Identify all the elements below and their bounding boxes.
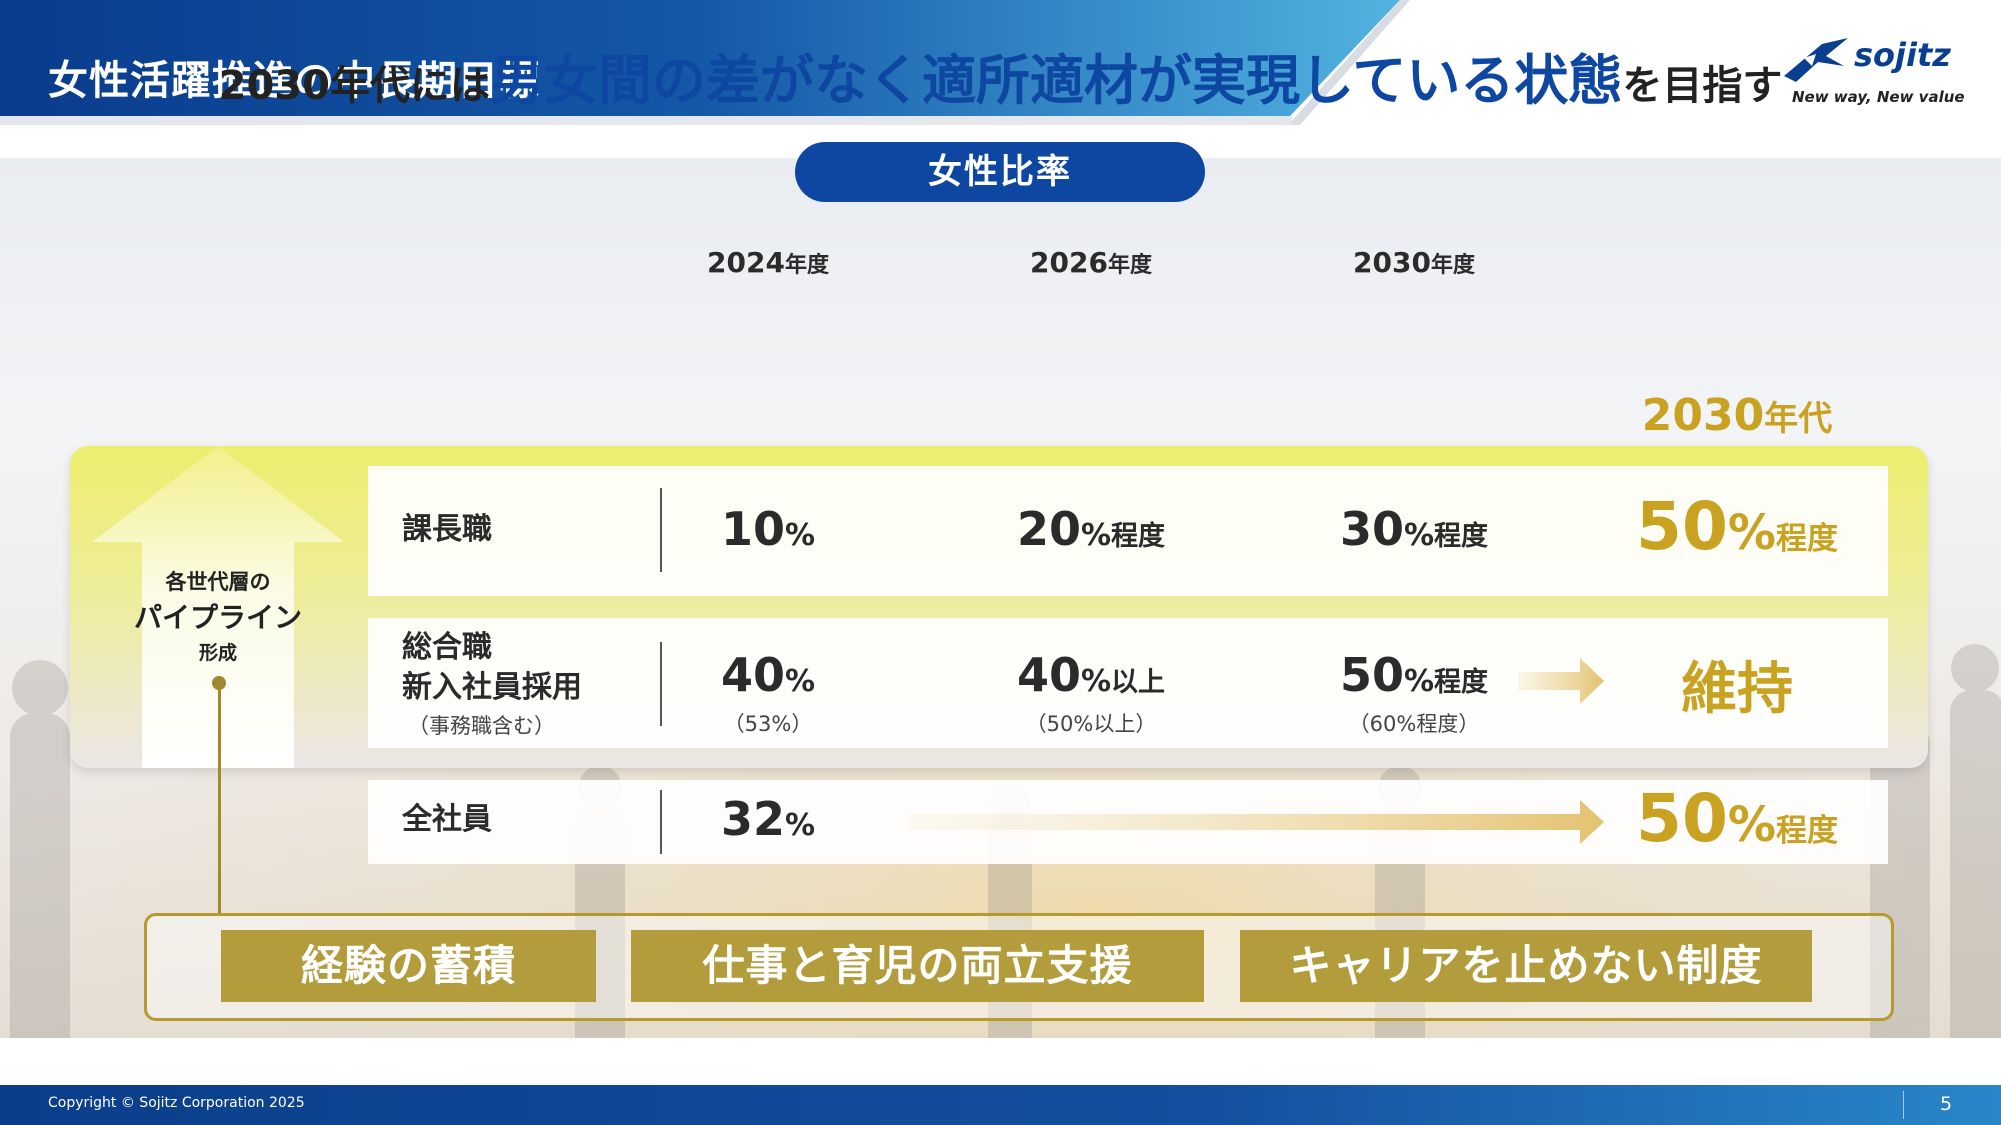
row-label: 総合職: [402, 630, 492, 665]
female-ratio-pill: 女性比率: [795, 142, 1205, 202]
value-2026: 40%以上: [961, 648, 1221, 702]
value-pct: %: [784, 808, 816, 843]
row-all-employees: 全社員 32% 50%程度: [368, 780, 1888, 864]
value-suffix: 以上: [1111, 667, 1166, 698]
value-2030s: 50%程度: [1607, 780, 1867, 857]
row-sublabel: （事務職含む）: [408, 714, 555, 738]
initiative-career-system: キャリアを止めない制度: [1240, 930, 1812, 1002]
col-unit: 年度: [1107, 253, 1152, 278]
row-new-hire: 総合職 新入社員採用 （事務職含む） 40% （53%） 40%以上 （50%以…: [368, 618, 1888, 748]
value-pct: %: [1403, 664, 1435, 699]
value-pct: %: [1403, 518, 1435, 553]
initiative-experience: 経験の蓄積: [221, 930, 596, 1002]
value-num: 40: [1016, 648, 1081, 702]
logo-tagline: New way, New value: [1792, 88, 1965, 106]
col-year: 2030: [1641, 390, 1765, 441]
value-2024: 10%: [638, 502, 898, 556]
col-unit: 年代: [1764, 399, 1833, 439]
value-num: 30: [1339, 502, 1404, 556]
pipeline-line2: パイプライン: [133, 601, 302, 634]
initiative-work-childcare: 仕事と育児の両立支援: [631, 930, 1204, 1002]
header-band: [0, 0, 1410, 125]
row-label: 全社員: [402, 802, 492, 837]
value-suffix: 程度: [1434, 521, 1489, 552]
copyright: Copyright © Sojitz Corporation 2025: [48, 1095, 305, 1111]
value-2030: 30%程度: [1284, 502, 1544, 556]
value-2024: 32%: [638, 792, 898, 846]
logo-wordmark: sojitz: [1854, 36, 1951, 74]
value-sub-2024: （53%）: [723, 712, 813, 736]
value-2030s-maintain: 維持: [1681, 657, 1793, 722]
headline: 2030年代には男女間の差がなく適所適材が実現している状態を目指す: [0, 36, 2001, 115]
value-pct: %: [784, 664, 816, 699]
value-num: 20: [1016, 502, 1081, 556]
pipeline-connector: [218, 684, 221, 916]
value-num: 50: [1636, 780, 1728, 857]
sojitz-star-icon: [1784, 38, 1848, 82]
headline-prefix: 2030年代には: [218, 63, 490, 109]
value-suffix: 程度: [1111, 521, 1166, 552]
row-manager: 課長職 10% 20%程度 30%程度 50%程度: [368, 466, 1888, 596]
value-num: 40: [720, 648, 785, 702]
value-pct: %: [1727, 505, 1776, 561]
row-divider: [660, 488, 662, 572]
col-header-2024: 2024年度: [638, 246, 898, 279]
footer-separator: [1903, 1091, 1904, 1119]
headline-suffix: を目指す: [1622, 63, 1783, 109]
sojitz-logo: sojitz New way, New value: [1782, 36, 1965, 110]
value-num: 50: [1339, 648, 1404, 702]
value-suffix: 程度: [1775, 813, 1838, 849]
value-suffix: 程度: [1775, 521, 1838, 557]
pipeline-up-arrow: [92, 446, 344, 768]
row-label-2: 新入社員採用: [402, 670, 582, 705]
row-divider: [660, 790, 662, 854]
col-year: 2030: [1353, 246, 1431, 279]
footer: Copyright © Sojitz Corporation 2025 5: [0, 1085, 2001, 1125]
value-num: 32: [720, 792, 785, 846]
value-2030: 50%程度: [1284, 648, 1544, 702]
col-unit: 年度: [784, 253, 829, 278]
value-pct: %: [1080, 664, 1112, 699]
col-year: 2024: [707, 246, 785, 279]
headline-emphasis: 男女間の差がなく適所適材が実現している状態: [489, 49, 1623, 112]
col-header-2030s: 2030年代: [1607, 390, 1867, 441]
value-2024: 40%: [638, 648, 898, 702]
row-divider: [660, 642, 662, 726]
col-header-2026: 2026年度: [961, 246, 1221, 279]
col-unit: 年度: [1430, 253, 1475, 278]
pipeline-line3: 形成: [198, 642, 237, 664]
value-pct: %: [1080, 518, 1112, 553]
pipeline-line1: 各世代層の: [165, 570, 271, 594]
page-title: 女性活躍推進の中長期目標: [48, 58, 540, 104]
value-num: 10: [720, 502, 785, 556]
col-header-2030: 2030年度: [1284, 246, 1544, 279]
value-2026: 20%程度: [961, 502, 1221, 556]
short-right-arrow: [1518, 658, 1604, 704]
value-num: 50: [1636, 488, 1728, 565]
row-label: 課長職: [402, 512, 492, 547]
value-pct: %: [1727, 797, 1776, 853]
long-right-arrow: [908, 800, 1604, 844]
page-number: 5: [1940, 1093, 1953, 1115]
value-pct: %: [784, 518, 816, 553]
value-sub-2026: （50%以上）: [1025, 712, 1157, 736]
pipeline-dot: [212, 676, 226, 690]
value-2030s: 50%程度: [1607, 488, 1867, 565]
value-suffix: 程度: [1434, 667, 1489, 698]
col-year: 2026: [1030, 246, 1108, 279]
value-sub-2030: （60%程度）: [1348, 712, 1480, 736]
